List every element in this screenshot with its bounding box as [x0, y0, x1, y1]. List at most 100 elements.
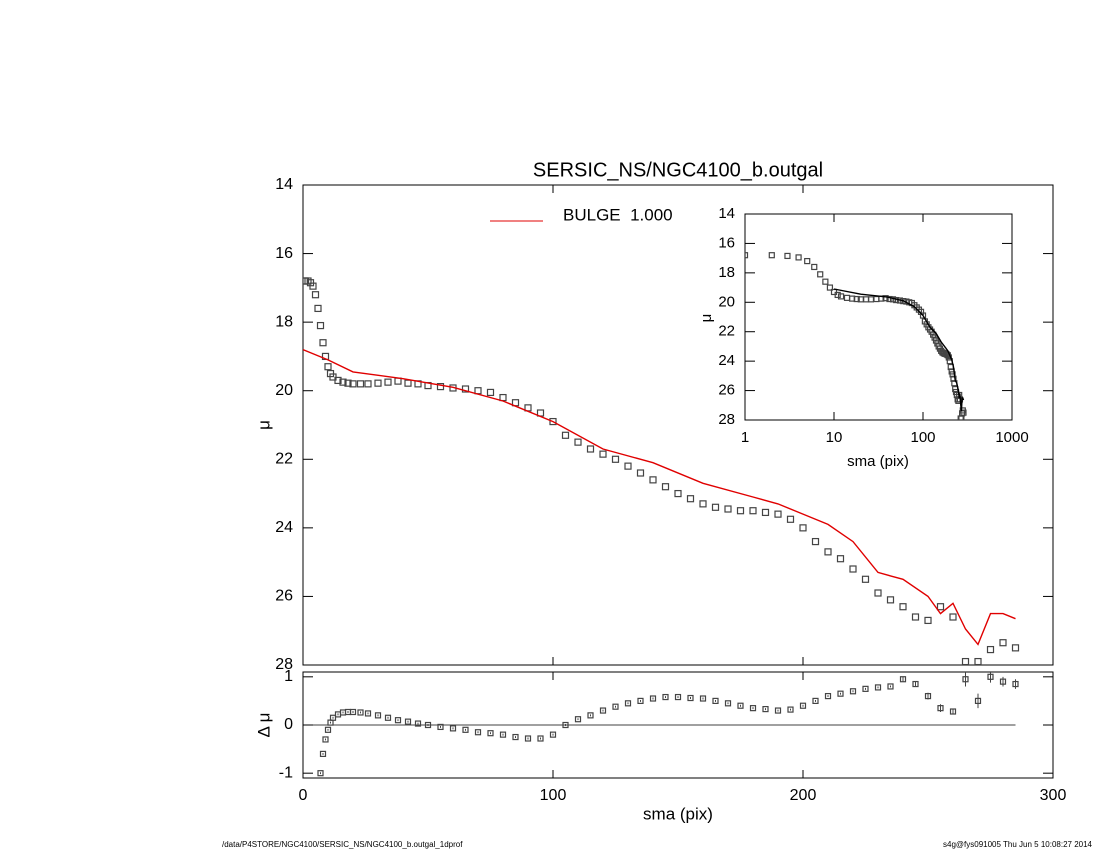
residual-point: [762, 705, 769, 713]
residual-point: [612, 703, 619, 710]
footer-stamp: s4g@fys091005 Thu Jun 5 10:08:27 2014: [943, 840, 1093, 849]
data-point: [999, 639, 1007, 647]
y-axis-label: Δ μ: [254, 713, 273, 738]
x-tick-label: 200: [790, 787, 817, 804]
data-point: [826, 284, 834, 291]
y-tick-label: 22: [275, 451, 293, 468]
y-tick-label: 24: [718, 352, 735, 369]
residual-point: [574, 716, 582, 723]
data-point: [1011, 644, 1020, 652]
data-point: [874, 589, 882, 597]
residual-point: [316, 785, 321, 790]
data-point: [384, 378, 392, 386]
y-tick-label: 0: [284, 716, 293, 733]
x-axis-label: sma (pix): [643, 804, 713, 823]
data-point: [624, 462, 632, 470]
y-tick-label: 24: [275, 519, 293, 536]
y-tick-label: 26: [718, 382, 735, 399]
y-tick-label: 16: [718, 234, 735, 251]
residual-point: [303, 819, 308, 824]
data-point: [817, 271, 824, 278]
data-point: [486, 388, 495, 397]
residual-point: [306, 819, 311, 824]
x-axis-label: sma (pix): [847, 453, 909, 470]
residual-point: [437, 723, 444, 731]
data-point: [303, 277, 308, 285]
residual-point: [787, 706, 794, 713]
data-point: [960, 409, 967, 416]
data-point: [974, 657, 982, 665]
data-point: [936, 603, 945, 611]
y-tick-label: 16: [275, 245, 293, 262]
data-point: [661, 483, 670, 491]
residual-point: [308, 814, 313, 819]
data-point: [574, 438, 582, 446]
plot-frame: [302, 184, 1054, 666]
residual-point: [449, 725, 457, 732]
data-point: [911, 613, 920, 621]
data-point: [843, 294, 851, 301]
y-tick-label: 1: [284, 668, 293, 685]
y-tick-label: 28: [718, 411, 735, 428]
data-point: [649, 476, 657, 484]
x-tick-label: 10: [826, 429, 843, 446]
residual-point: [512, 733, 519, 741]
residual-point: [687, 694, 694, 702]
data-point: [599, 450, 607, 458]
data-point: [561, 431, 570, 439]
x-tick-label: 0: [299, 787, 308, 804]
residual-point: [924, 692, 932, 700]
data-point: [786, 515, 795, 523]
data-point: [986, 645, 995, 654]
data-point: [745, 252, 749, 259]
y-axis-label: μ: [254, 420, 273, 430]
residual-point: [949, 708, 957, 715]
data-point: [374, 379, 382, 387]
y-axis-label: μ: [698, 314, 715, 323]
data-point: [404, 379, 412, 387]
data-point: [799, 524, 807, 532]
y-tick-label: 22: [718, 323, 735, 340]
data-point: [344, 379, 352, 387]
residual-point: [724, 700, 732, 707]
data-point: [822, 278, 829, 285]
chart-title: SERSIC_NS/NGC4100_b.outgal: [533, 159, 823, 181]
residual-point: [394, 717, 402, 724]
residual-point: [849, 688, 857, 695]
residual-point: [737, 702, 744, 709]
data-point: [836, 555, 845, 563]
residual-point: [937, 705, 944, 712]
data-point: [461, 385, 470, 393]
residual-point: [1012, 680, 1019, 688]
residual-point: [311, 809, 316, 814]
residual-point: [324, 726, 332, 733]
data-point: [394, 377, 402, 385]
data-point: [804, 257, 811, 265]
data-point: [339, 378, 347, 386]
plot-frame: [744, 213, 1013, 421]
data-point: [586, 445, 595, 453]
residual-point: [674, 693, 682, 701]
data-point: [611, 455, 620, 463]
residual-point: [987, 673, 994, 680]
data-point: [364, 380, 372, 388]
residual-point: [329, 714, 337, 721]
residual-point: [302, 819, 307, 824]
data-point: [811, 537, 820, 546]
x-tick-label: 1000: [995, 429, 1028, 446]
data-point: [919, 312, 927, 319]
residual-point: [357, 709, 364, 716]
footer-path: /data/P4STORE/NGC4100/SERSIC_NS/NGC4100_…: [222, 840, 463, 849]
data-point: [499, 393, 507, 402]
residual-point: [912, 680, 919, 688]
data-point: [674, 489, 682, 498]
data-point: [716, 253, 721, 258]
data-point: [316, 321, 325, 330]
residual-point: [549, 731, 557, 738]
residual-point: [384, 714, 392, 721]
x-tick-label: 1: [741, 429, 749, 446]
data-point: [699, 500, 707, 508]
residual-point: [499, 731, 507, 738]
data-point: [324, 363, 332, 371]
